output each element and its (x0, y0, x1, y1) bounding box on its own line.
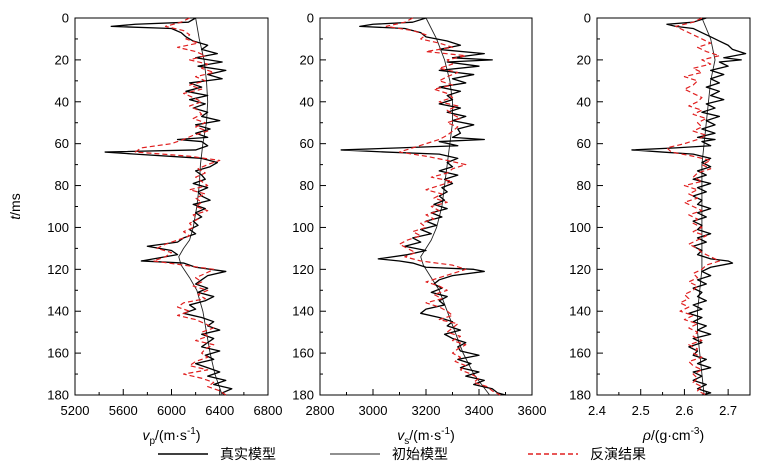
series-line-true (340, 17, 506, 396)
y-tick-label: 60 (300, 136, 314, 151)
y-tick-label: 80 (577, 178, 591, 193)
y-tick-label: 40 (55, 94, 69, 109)
y-axis-label: t/ms (7, 193, 23, 219)
plot-frame (596, 17, 751, 396)
x-tick-label: 2.7 (719, 403, 737, 418)
plot-frame (319, 17, 533, 396)
legend-label: 初始模型 (392, 446, 448, 463)
y-tick-label: 0 (62, 11, 69, 26)
x-tick-label: 6800 (254, 403, 283, 418)
y-tick-label: 60 (55, 136, 69, 151)
y-tick-label: 80 (55, 178, 69, 193)
y-tick-label: 140 (569, 304, 591, 319)
y-tick-label: 40 (300, 94, 314, 109)
x-tick-label: 5600 (109, 403, 138, 418)
y-tick-label: 120 (47, 262, 69, 277)
y-tick-label: 20 (577, 52, 591, 67)
legend-label: 反演结果 (590, 447, 646, 463)
x-tick-label: 2.5 (632, 403, 650, 418)
y-tick-label: 40 (577, 94, 591, 109)
x-tick-label: 3400 (465, 403, 494, 418)
legend-label: 真实模型 (220, 447, 276, 463)
series-line-init (178, 17, 223, 396)
series-line-inv (666, 17, 721, 396)
y-tick-label: 80 (300, 178, 314, 193)
y-tick-label: 160 (292, 346, 314, 361)
y-tick-label: 160 (569, 346, 591, 361)
x-axis-label: vs/(m·s-1) (397, 426, 454, 447)
legend: 真实模型 初始模型 反演结果 (158, 446, 646, 463)
y-tick-label: 140 (292, 304, 314, 319)
series-line-inv (385, 17, 501, 396)
x-axis-label: ρ/(g·cm-3) (642, 426, 704, 443)
series-line-inv (134, 17, 227, 396)
x-axis-label: vp/(m·s-1) (142, 426, 200, 447)
x-tick-label: 5200 (61, 403, 90, 418)
y-tick-label: 100 (292, 220, 314, 235)
y-tick-label: 120 (292, 262, 314, 277)
y-tick-label: 0 (584, 11, 591, 26)
x-tick-label: 6000 (157, 403, 186, 418)
x-tick-label: 3600 (518, 403, 547, 418)
x-tick-label: 2.4 (588, 403, 606, 418)
y-tick-label: 120 (569, 262, 591, 277)
y-tick-label: 180 (569, 388, 591, 403)
series-line-true (631, 17, 747, 396)
y-tick-label: 180 (292, 388, 314, 403)
y-tick-label: 180 (47, 388, 69, 403)
series-line-true (104, 17, 233, 396)
y-tick-label: 140 (47, 304, 69, 319)
x-tick-label: 2800 (306, 403, 335, 418)
x-tick-label: 3000 (359, 403, 388, 418)
x-tick-label: 2.6 (675, 403, 693, 418)
series-line-init (697, 17, 716, 396)
y-tick-label: 20 (55, 52, 69, 67)
y-tick-label: 20 (300, 52, 314, 67)
y-tick-label: 100 (47, 220, 69, 235)
plot-frame (74, 17, 269, 396)
y-tick-label: 160 (47, 346, 69, 361)
y-tick-label: 0 (307, 11, 314, 26)
y-tick-label: 60 (577, 136, 591, 151)
y-tick-label: 100 (569, 220, 591, 235)
x-tick-label: 3200 (412, 403, 441, 418)
x-tick-label: 6400 (205, 403, 234, 418)
